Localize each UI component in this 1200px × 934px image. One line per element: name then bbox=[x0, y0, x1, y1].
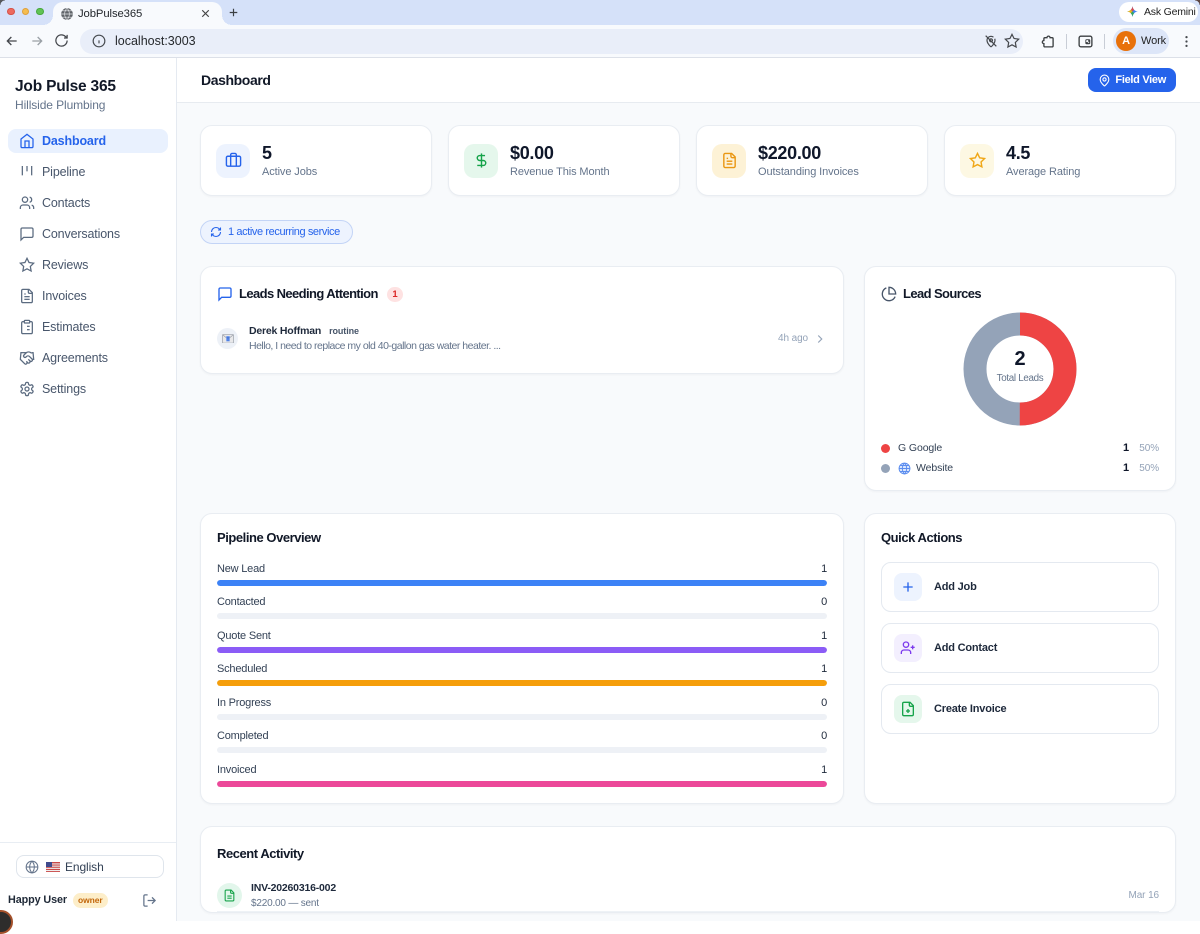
svg-text:2: 2 bbox=[1014, 348, 1025, 370]
svg-text:Total Leads: Total Leads bbox=[997, 373, 1044, 384]
